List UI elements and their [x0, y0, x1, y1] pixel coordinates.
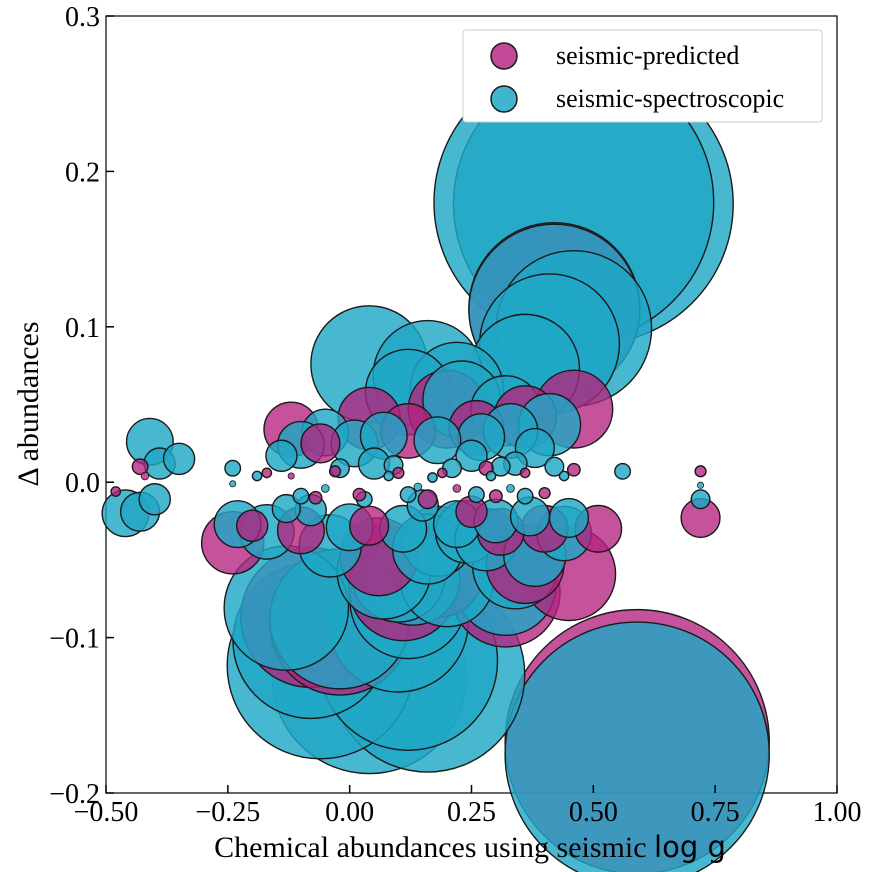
point-seismic-predicted [392, 466, 405, 480]
point-seismic-spectroscopic [138, 483, 171, 516]
point-seismic-spectroscopic [506, 484, 515, 493]
x-tick-label: −0.50 [74, 797, 139, 828]
point-seismic-spectroscopic [265, 439, 298, 473]
x-tick-label: 0.75 [691, 797, 740, 828]
point-seismic-spectroscopic [485, 470, 497, 482]
y-tick-label: 0.0 [65, 468, 100, 499]
point-seismic-spectroscopic [690, 489, 711, 510]
point-seismic-spectroscopic [516, 487, 534, 505]
y-tick-label: 0.3 [65, 2, 100, 33]
point-seismic-predicted [519, 467, 531, 479]
point-seismic-spectroscopic [251, 470, 263, 482]
x-tick-label: 0.00 [325, 797, 374, 828]
point-seismic-predicted [235, 509, 269, 542]
point-seismic-spectroscopic [413, 482, 423, 492]
point-seismic-predicted [131, 458, 149, 476]
y-tick-label: 0.2 [65, 157, 100, 188]
point-seismic-predicted [452, 484, 462, 493]
y-tick-label: 0.1 [65, 313, 100, 344]
point-seismic-predicted [261, 467, 273, 479]
point-seismic-predicted [488, 489, 503, 504]
point-seismic-spectroscopic [544, 456, 565, 477]
point-seismic-predicted [287, 472, 295, 480]
point-seismic-predicted [694, 465, 707, 478]
point-seismic-predicted [417, 489, 438, 510]
x-tick-label: 0.50 [569, 797, 618, 828]
axes-layer: −0.2 −0.1 0.0 0.1 0.2 0.3 −0.50 −0.25 0.00 0.25 0.… [49, 2, 861, 828]
point-seismic-predicted [328, 465, 342, 478]
legend-label-seismic-predicted: seismic-predicted [556, 41, 739, 70]
point-seismic-predicted [140, 471, 150, 481]
x-axis-title: Chemical abundances using seismic log g [214, 830, 726, 864]
legend-marker-seismic-spectroscopic [490, 85, 518, 113]
point-seismic-predicted [436, 467, 448, 479]
point-seismic-spectroscopic [548, 497, 590, 539]
point-seismic-spectroscopic [697, 481, 705, 489]
point-seismic-spectroscopic [467, 486, 485, 504]
legend-box [462, 29, 823, 123]
point-seismic-predicted [352, 487, 367, 502]
x-tick-label: 0.25 [447, 797, 496, 828]
point-seismic-spectroscopic [614, 462, 632, 480]
x-axis-title-math: log g [654, 830, 726, 864]
point-seismic-spectroscopic [399, 486, 417, 504]
point-seismic-spectroscopic [455, 439, 488, 473]
point-seismic-spectroscopic [271, 493, 301, 524]
point-seismic-spectroscopic [504, 621, 770, 872]
point-seismic-predicted [110, 486, 122, 497]
point-seismic-spectroscopic [162, 442, 196, 476]
x-tick-label: 1.00 [813, 797, 862, 828]
point-seismic-spectroscopic [229, 480, 237, 488]
point-seismic-spectroscopic [292, 487, 310, 505]
point-seismic-predicted [349, 505, 390, 546]
legend: seismic-predicted seismic-spectroscopic [462, 29, 823, 123]
point-seismic-predicted [300, 423, 341, 464]
x-tick-label: −0.25 [195, 797, 260, 828]
points-layer [101, 61, 770, 872]
point-seismic-spectroscopic [427, 472, 438, 483]
point-seismic-predicted [566, 462, 581, 477]
point-seismic-spectroscopic [413, 416, 462, 465]
y-axis-title: Δ abundances [12, 321, 45, 486]
legend-label-seismic-spectroscopic: seismic-spectroscopic [556, 84, 784, 113]
point-seismic-predicted [538, 486, 551, 500]
point-seismic-predicted [308, 490, 323, 505]
point-seismic-spectroscopic [321, 484, 330, 493]
y-tick-label: −0.2 [49, 779, 100, 810]
y-tick-label: −0.1 [49, 624, 100, 655]
point-seismic-spectroscopic [558, 470, 570, 482]
point-seismic-spectroscopic [383, 470, 395, 482]
point-seismic-spectroscopic [224, 459, 242, 477]
legend-marker-seismic-predicted [490, 42, 518, 70]
